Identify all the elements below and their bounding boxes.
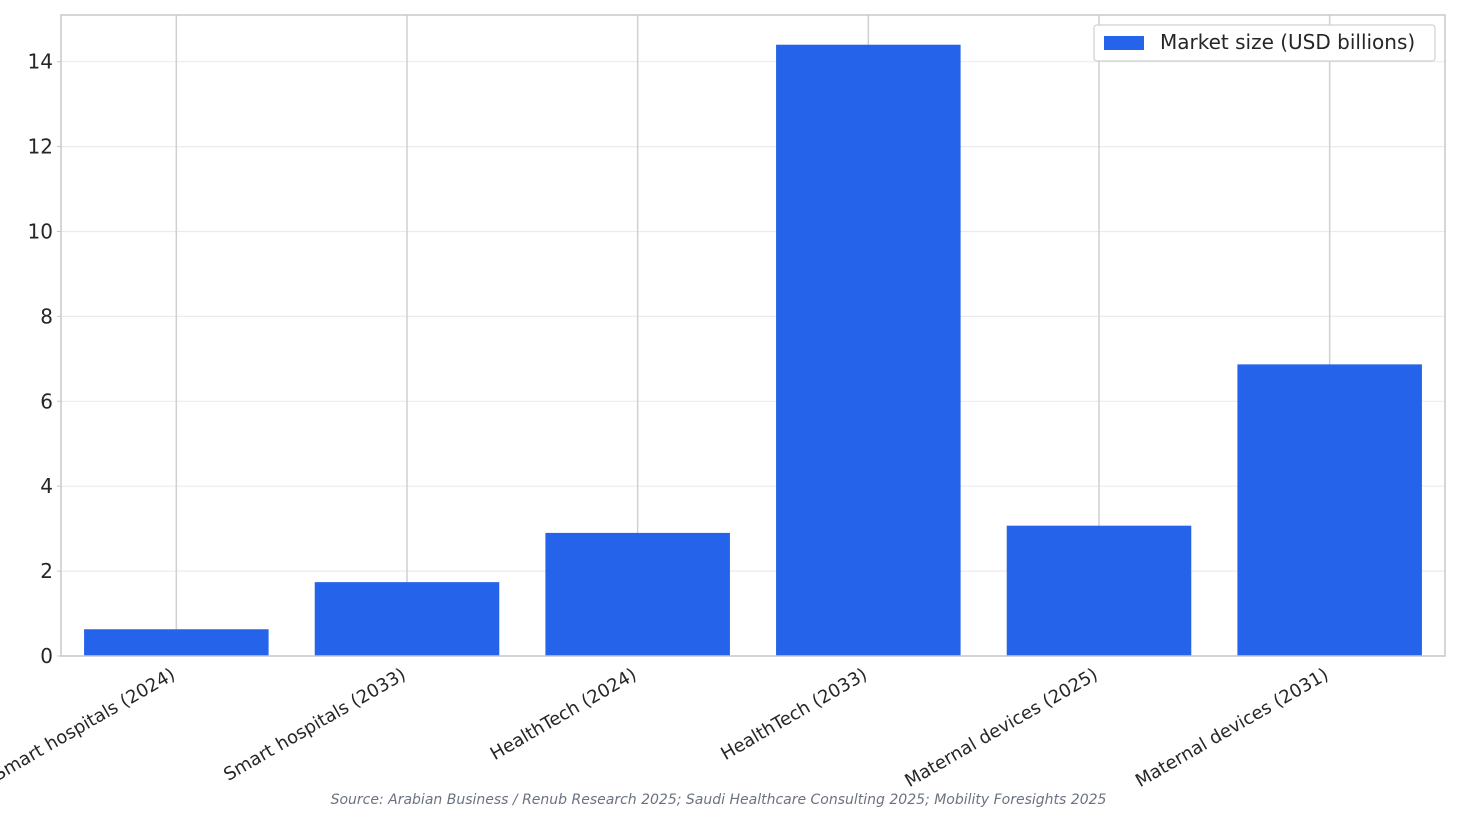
legend-box — [1093, 24, 1436, 62]
x-tick-label: Maternal devices (2025) — [901, 664, 1101, 792]
y-tick-label: 4 — [40, 474, 53, 498]
x-tick-label: HealthTech (2033) — [717, 664, 870, 765]
bar — [1006, 525, 1192, 656]
bar — [545, 532, 730, 656]
y-tick-label: 10 — [28, 219, 53, 243]
y-tick-label: 2 — [40, 559, 53, 583]
y-tick-label: 6 — [40, 389, 53, 413]
legend-label: Market size (USD billions) — [1160, 30, 1415, 54]
legend-swatch — [1104, 36, 1144, 50]
bar — [776, 44, 961, 657]
x-tick-label: HealthTech (2024) — [487, 664, 640, 765]
bar — [1237, 364, 1422, 656]
y-tick-label: 12 — [28, 135, 53, 159]
legend: Market size (USD billions) — [1093, 24, 1436, 62]
bar — [84, 629, 269, 656]
y-tick-label: 14 — [28, 50, 53, 74]
plot-frame — [60, 14, 1446, 657]
x-tick-label: Smart hospitals (2024) — [0, 664, 179, 785]
bar-layer — [84, 44, 1422, 657]
y-tick-label: 0 — [40, 644, 53, 668]
x-tick-label: Smart hospitals (2033) — [220, 664, 409, 785]
bar — [314, 582, 500, 656]
source-note: Source: Arabian Business / Renub Researc… — [330, 792, 1107, 808]
x-tick-label: Maternal devices (2031) — [1132, 664, 1332, 792]
x-axis: Smart hospitals (2024) Smart hospitals (2… — [0, 664, 1332, 792]
y-axis: 0 2 4 6 8 10 12 14 — [28, 50, 61, 668]
y-tick-label: 8 — [40, 304, 53, 328]
